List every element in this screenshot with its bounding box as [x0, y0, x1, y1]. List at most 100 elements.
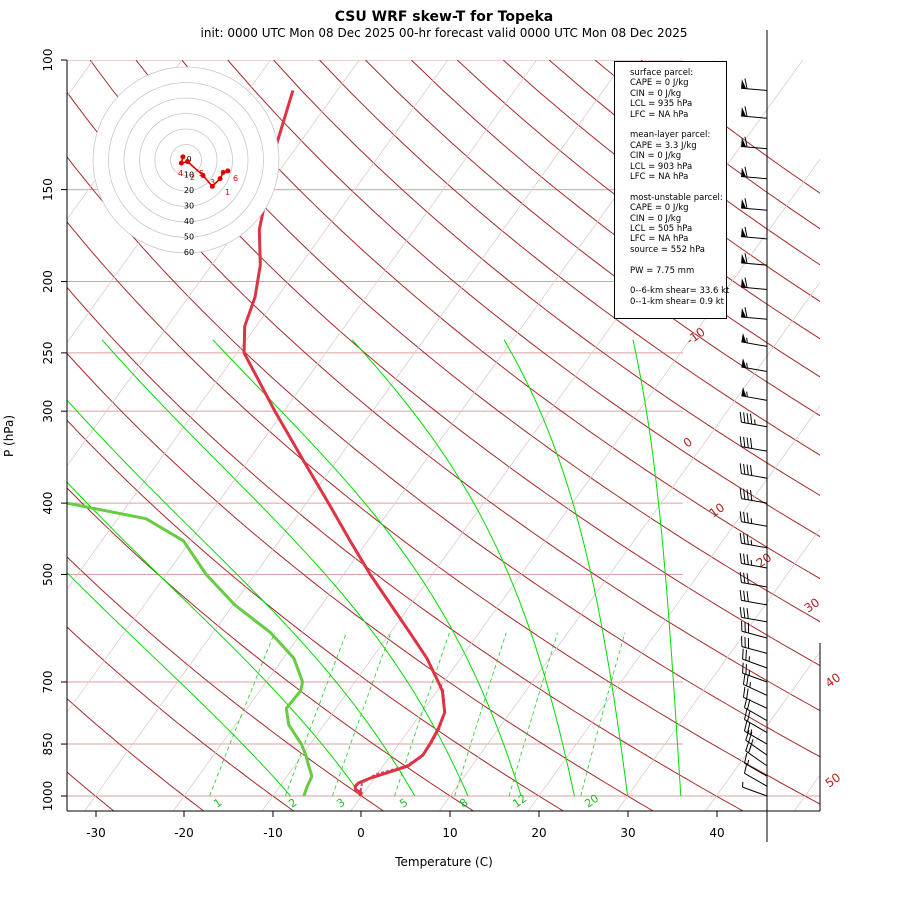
wind-barb-feather: [744, 226, 748, 238]
dry-adiabat: [135, 60, 820, 623]
wind-barb-feather: [746, 591, 749, 602]
mixing-ratio-line: [394, 632, 450, 797]
chart-title: CSU WRF skew-T for Topeka: [335, 9, 553, 25]
wind-barb-feather: [743, 463, 746, 475]
dry-adiabat: [365, 60, 820, 417]
wind-barb: [741, 277, 768, 290]
wind-barb-shaft: [744, 707, 768, 722]
temperature-line: [242, 90, 447, 797]
wind-barb: [741, 166, 768, 180]
y-tick-label: 500: [41, 563, 55, 586]
surface-cin: CIN = 0 J/kg: [630, 88, 682, 99]
wind-barb-half-feather: [747, 759, 750, 766]
most-unstable-lfc: LFC = NA hPa: [630, 234, 689, 245]
isotherm: [527, 404, 820, 811]
wind-barb-shaft: [741, 421, 768, 428]
y-tick-label: 250: [41, 341, 55, 364]
wind-barb-shaft: [741, 599, 768, 606]
dry-adiabat: [67, 221, 820, 805]
wind-barb-shaft: [741, 630, 768, 639]
y-tick-label: 1000: [41, 781, 55, 812]
wind-barb-feather: [746, 489, 749, 500]
wind-barb-feather: [746, 437, 749, 448]
wind-barb-feather: [739, 463, 742, 474]
skewt-plot: [67, 60, 900, 812]
isotherm: [438, 281, 820, 811]
wind-barb: [742, 781, 768, 797]
wind-barb: [741, 226, 768, 240]
most-unstable-header: most-unstable parcel:: [630, 192, 723, 203]
hodograph-ring: [123, 97, 249, 223]
hodograph-point-label: 6: [233, 174, 238, 183]
wind-barb-feather: [744, 277, 748, 288]
wind-barb-shaft: [744, 762, 768, 777]
wind-barb-feather: [742, 662, 744, 674]
wind-barb-shaft: [741, 521, 768, 527]
wind-barb-feather: [743, 412, 746, 423]
wind-barb: [741, 106, 768, 119]
hodograph-ring-label: 20: [184, 186, 194, 195]
wind-barb-feather: [745, 649, 747, 661]
surface-cape: CAPE = 0 J/kg: [630, 78, 689, 89]
wind-barb-feather: [750, 465, 753, 476]
isotherm: [84, 60, 626, 811]
wind-barb: [741, 333, 768, 347]
wind-barb-feather: [743, 752, 748, 764]
mean-layer-lfc: LFC = NA hPa: [630, 172, 689, 183]
hodograph-ring: [139, 113, 233, 207]
dry-adiabat: [67, 626, 295, 811]
y-tick-label: 150: [41, 178, 55, 201]
wind-barb-shaft: [742, 672, 768, 683]
wind-barb-feather: [746, 534, 749, 545]
wind-barb-shaft: [741, 262, 768, 266]
isotherm: [67, 60, 183, 221]
wind-barb-feather: [743, 607, 746, 619]
hodograph-ring-label: 30: [184, 202, 194, 211]
wind-barb-feather: [750, 413, 753, 425]
surface-lcl: LCL = 935 hPa: [630, 99, 693, 110]
shear-0-1km: 0--1-km shear= 0.9 kt: [630, 296, 724, 307]
wind-barb-feather: [743, 572, 746, 584]
wind-barb-shaft: [741, 473, 768, 479]
chart-subtitle: init: 0000 UTC Mon 08 Dec 2025 00-hr for…: [201, 26, 688, 40]
wind-barb: [741, 386, 768, 401]
wind-barb-shaft: [744, 730, 768, 745]
wind-barb-feather: [739, 572, 742, 583]
wind-barb-feather: [739, 436, 742, 447]
wind-barb-feather: [746, 608, 749, 619]
x-tick-label: 20: [531, 826, 546, 840]
dry-adiabat: [67, 419, 565, 811]
wind-barb-feather: [744, 166, 748, 178]
x-tick-label: 30: [620, 826, 635, 840]
wind-barb-shaft: [741, 87, 768, 91]
wind-barb-feather: [739, 532, 742, 544]
x-tick-label: 0: [357, 826, 365, 840]
x-tick-label: -20: [174, 826, 194, 840]
wind-barb-feather: [747, 699, 751, 710]
hodograph-ring-label: 50: [184, 233, 194, 242]
wind-barb: [739, 572, 768, 588]
wind-barb-feather: [745, 730, 750, 741]
wind-barb-shaft: [742, 786, 768, 797]
hodograph-point: [178, 160, 184, 166]
wind-barb-feather: [746, 464, 749, 475]
wind-barb: [741, 136, 768, 150]
wind-barb-feather: [747, 722, 751, 733]
wind-barb-flag: [741, 278, 747, 288]
wind-barb-shaft: [741, 616, 768, 623]
wind-barb-flag: [741, 167, 747, 177]
x-tick-label: -10: [263, 826, 283, 840]
hodograph-point-label: 5: [199, 169, 204, 178]
wind-barb: [739, 463, 768, 479]
wind-barb-feather: [750, 438, 753, 449]
wind-barb-feather: [743, 720, 748, 732]
dry-adiabat: [410, 60, 820, 378]
isotherm: [882, 60, 900, 812]
wind-barb-feather: [744, 78, 748, 89]
wind-barb-half-feather: [750, 539, 753, 546]
dry-adiabat: [181, 60, 820, 580]
wind-barb-feather: [743, 436, 746, 448]
wind-barb: [739, 606, 768, 623]
